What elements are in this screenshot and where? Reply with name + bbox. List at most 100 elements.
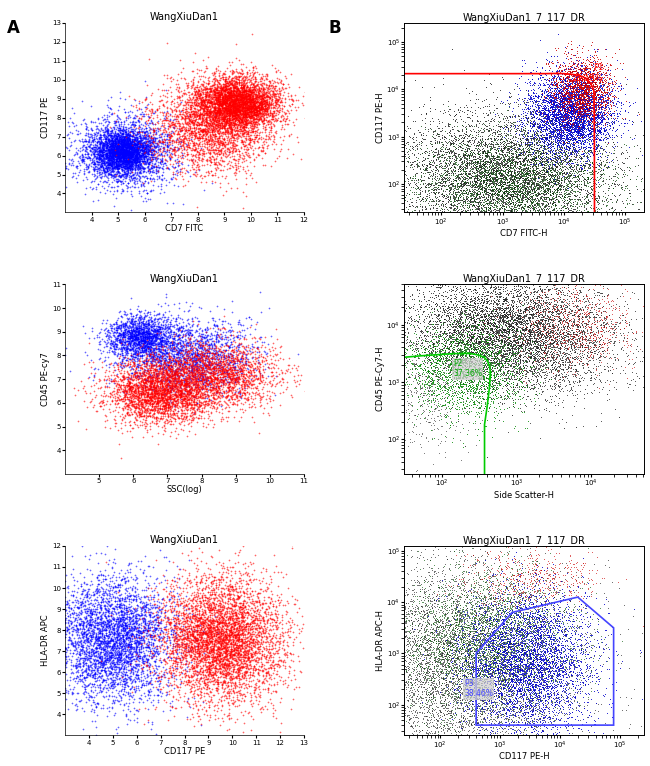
Point	[551, 72, 561, 84]
Point	[444, 676, 454, 688]
Point	[471, 697, 482, 709]
Point	[530, 696, 540, 709]
Point	[551, 666, 562, 679]
Point	[548, 719, 558, 731]
Point	[475, 153, 486, 165]
Point	[519, 334, 529, 346]
Point	[234, 78, 244, 90]
Point	[486, 189, 497, 201]
Point	[510, 124, 520, 136]
Point	[248, 666, 259, 679]
Point	[124, 329, 135, 342]
Point	[294, 374, 305, 386]
Point	[101, 136, 111, 148]
Point	[127, 676, 137, 688]
Point	[408, 350, 419, 362]
Point	[554, 85, 564, 97]
Point	[126, 316, 136, 329]
Point	[502, 365, 512, 378]
Point	[474, 660, 484, 672]
Point	[122, 156, 133, 169]
Point	[605, 100, 616, 112]
Point	[164, 134, 174, 146]
Point	[601, 155, 612, 168]
Point	[86, 682, 96, 694]
Point	[539, 633, 549, 645]
Point	[479, 572, 489, 584]
Point	[126, 642, 136, 654]
Point	[487, 358, 497, 371]
Point	[217, 87, 228, 99]
Point	[601, 350, 611, 362]
Point	[108, 569, 118, 581]
Point	[510, 119, 520, 132]
Point	[194, 624, 205, 636]
Point	[125, 332, 136, 344]
Point	[585, 365, 595, 377]
Point	[499, 296, 510, 309]
Point	[473, 650, 484, 663]
Point	[112, 654, 122, 666]
Point	[246, 100, 256, 113]
Point	[160, 421, 170, 434]
Point	[234, 148, 244, 160]
Point	[473, 183, 484, 195]
Point	[227, 631, 238, 643]
Point	[565, 124, 575, 136]
Point	[471, 327, 482, 339]
Point	[186, 88, 196, 100]
Point	[512, 634, 523, 647]
Point	[564, 358, 574, 370]
Point	[395, 333, 405, 345]
Point	[584, 176, 595, 188]
Point	[503, 675, 514, 687]
Point	[338, 647, 348, 659]
Point	[489, 645, 499, 657]
Point	[173, 352, 183, 364]
Point	[403, 694, 413, 706]
Point	[226, 89, 237, 101]
Point	[133, 114, 143, 126]
Point	[458, 620, 468, 632]
Point	[263, 663, 273, 675]
Point	[492, 613, 502, 625]
Point	[217, 100, 228, 112]
Point	[251, 96, 261, 108]
Point	[518, 661, 528, 673]
Point	[441, 590, 452, 602]
Point	[105, 672, 115, 684]
Point	[538, 177, 549, 189]
Point	[528, 625, 538, 637]
Point	[454, 316, 465, 328]
Point	[464, 218, 474, 231]
Point	[534, 700, 544, 712]
Point	[579, 103, 590, 116]
Point	[206, 625, 216, 637]
Point	[130, 590, 140, 602]
Point	[254, 106, 264, 119]
Point	[565, 384, 575, 396]
Point	[170, 355, 181, 368]
Point	[484, 229, 494, 241]
Point	[514, 212, 524, 224]
Point	[480, 647, 490, 659]
Point	[478, 169, 489, 182]
Point	[528, 391, 539, 404]
Point	[512, 188, 522, 201]
Point	[517, 688, 528, 700]
Point	[120, 137, 130, 149]
Point	[162, 356, 173, 368]
Point	[216, 93, 226, 106]
Point	[517, 277, 528, 290]
Point	[233, 333, 244, 345]
Point	[178, 351, 188, 363]
Point	[563, 683, 573, 695]
Point	[164, 331, 175, 343]
Point	[578, 165, 589, 178]
Point	[440, 358, 450, 371]
Point	[498, 178, 508, 190]
Point	[518, 218, 528, 231]
Point	[403, 694, 413, 706]
Point	[568, 81, 578, 93]
Point	[219, 349, 229, 361]
